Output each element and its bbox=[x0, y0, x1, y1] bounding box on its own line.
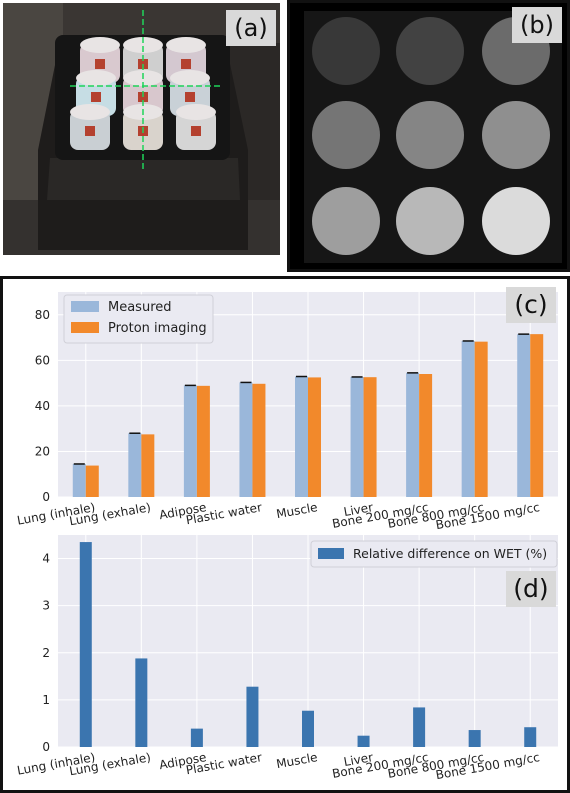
phantom-insert-disc bbox=[482, 101, 550, 169]
proton-image bbox=[290, 3, 567, 269]
chart-c-bar bbox=[474, 341, 488, 497]
chart-c-ytick-label: 20 bbox=[35, 444, 50, 458]
chart-c-bar bbox=[183, 385, 197, 497]
phantom-insert-disc bbox=[396, 17, 464, 85]
chart-d-xtick-label: Muscle bbox=[275, 750, 318, 771]
chart-d-bar bbox=[468, 730, 481, 747]
chart-c-bar bbox=[252, 383, 266, 497]
chart-d-legend-swatch bbox=[318, 548, 344, 559]
chart-d-ytick-label: 2 bbox=[42, 646, 50, 660]
insert-top bbox=[166, 37, 206, 53]
insert-label-sticker bbox=[91, 92, 101, 102]
insert-label-sticker bbox=[85, 126, 95, 136]
chart-c-legend-swatch bbox=[71, 301, 99, 312]
chart-c-legend-swatch bbox=[71, 322, 99, 333]
chart-c-bar bbox=[517, 334, 531, 497]
chart-d-bar bbox=[357, 735, 370, 747]
insert-label-sticker bbox=[95, 59, 105, 69]
chart-d-bar bbox=[302, 710, 314, 747]
phantom-insert-disc bbox=[312, 187, 380, 255]
photo-panel: (a) bbox=[0, 0, 283, 270]
chart-c-ytick-label: 0 bbox=[42, 490, 50, 504]
phantom-insert-disc bbox=[312, 17, 380, 85]
chart-c-bar bbox=[461, 340, 475, 497]
chart-c-bar bbox=[350, 376, 364, 497]
chart-c-legend-label: Proton imaging bbox=[108, 321, 207, 336]
panel-label-b: (b) bbox=[512, 7, 562, 43]
insert-top bbox=[70, 104, 110, 120]
chart-d-legend-label: Relative difference on WET (%) bbox=[353, 546, 547, 561]
chart-c-bar bbox=[406, 372, 420, 497]
chart-c-bar bbox=[363, 377, 377, 497]
chart-d-xtick-label: Liver bbox=[343, 750, 374, 769]
insert-top bbox=[170, 70, 210, 86]
proton-image-panel: (b) bbox=[287, 0, 570, 272]
chart-c-ytick-label: 40 bbox=[35, 399, 50, 413]
chart-d-ytick-label: 3 bbox=[42, 599, 50, 613]
chart-d-ytick-label: 0 bbox=[42, 740, 50, 754]
phantom-insert-disc bbox=[396, 101, 464, 169]
insert-top bbox=[123, 37, 163, 53]
phantom-insert-disc bbox=[396, 187, 464, 255]
chart-d-bar bbox=[135, 658, 148, 747]
chart-d-bar bbox=[246, 686, 259, 747]
phantom-insert-disc bbox=[482, 187, 550, 255]
panel-label-d: (d) bbox=[506, 571, 556, 607]
chart-c-bar bbox=[530, 334, 544, 497]
chart-d-bar bbox=[79, 542, 92, 747]
chart-d-ytick-label: 4 bbox=[42, 552, 50, 566]
chart-c-bar bbox=[72, 463, 86, 497]
chart-d-bar bbox=[413, 707, 426, 747]
chart-c-legend-box bbox=[63, 294, 214, 344]
chart-c-ytick-label: 80 bbox=[35, 308, 50, 322]
chart-c-xtick-label: Muscle bbox=[275, 500, 318, 521]
chart-c-bar bbox=[419, 374, 433, 497]
panel-label-c: (c) bbox=[506, 287, 556, 323]
chart-c-ytick-label: 60 bbox=[35, 353, 50, 367]
chart-c-bar bbox=[85, 465, 99, 497]
insert-label-sticker bbox=[191, 126, 201, 136]
insert-label-sticker bbox=[185, 92, 195, 102]
insert-top bbox=[80, 37, 120, 53]
chart-d-bar bbox=[190, 728, 203, 747]
chart-c-bar bbox=[196, 385, 210, 497]
insert-label-sticker bbox=[181, 59, 191, 69]
chart-d-bar bbox=[524, 727, 537, 747]
chart-c-xtick-label: Liver bbox=[343, 500, 374, 519]
chart-d-legend-box bbox=[310, 540, 558, 568]
charts-panel: 0 20 40 60 80 Lung (inhale) Lung (exhale) Adipo… bbox=[0, 276, 570, 793]
chart-c-bar bbox=[128, 433, 142, 497]
phantom-insert-disc bbox=[312, 101, 380, 169]
chart-c-bar bbox=[295, 376, 308, 497]
chart-c-bar bbox=[308, 377, 321, 497]
panel-label-a: (a) bbox=[226, 10, 276, 46]
chart-c-legend-label: Measured bbox=[108, 300, 172, 315]
chart-c-bar bbox=[239, 382, 253, 497]
chart-c-bar bbox=[141, 434, 155, 497]
insert-top bbox=[176, 104, 216, 120]
insert-top bbox=[76, 70, 116, 86]
chart-d-ytick-label: 1 bbox=[42, 693, 50, 707]
